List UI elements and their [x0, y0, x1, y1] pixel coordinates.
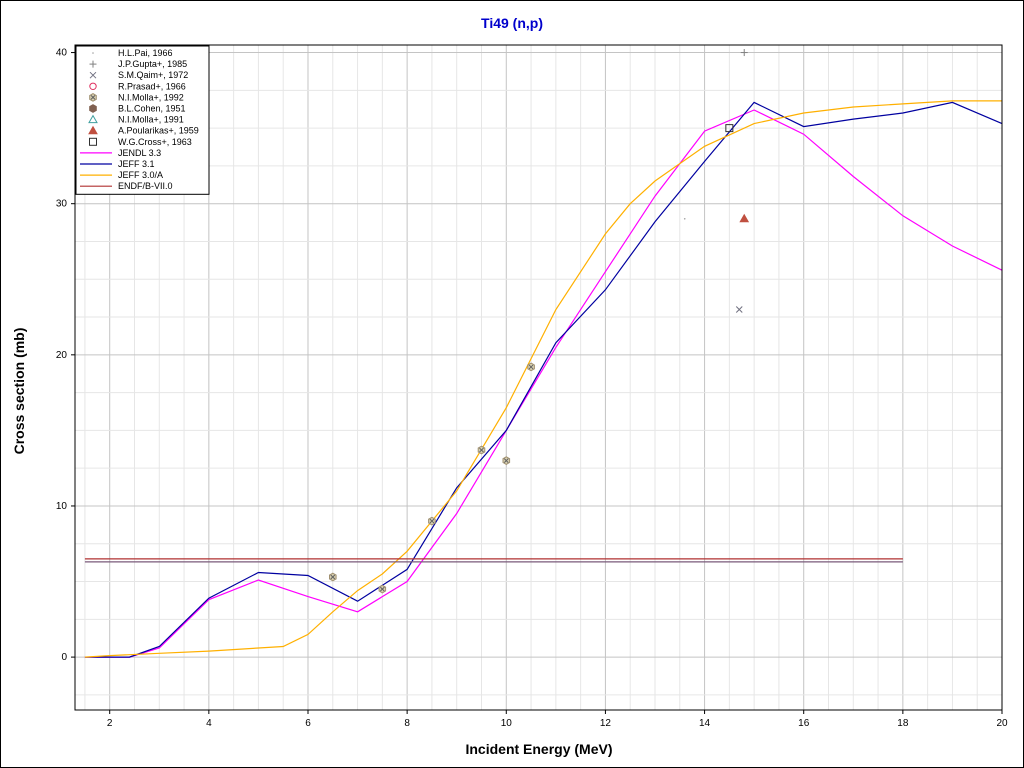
marker-hex-x-b	[379, 586, 385, 592]
marker-x-b	[89, 71, 97, 79]
x-tick-label: 10	[501, 718, 513, 729]
marker-triangle	[88, 125, 98, 135]
legend-marker	[88, 125, 98, 135]
series-lines	[84, 100, 1003, 658]
marker-triangle	[739, 213, 750, 223]
legend-label: R.Prasad+, 1966	[118, 81, 186, 91]
plot-border	[74, 44, 1003, 711]
y-tick-label: 30	[56, 199, 68, 210]
legend-label: JEFF 3.1	[118, 159, 155, 169]
data-point	[502, 456, 511, 465]
marker-circle	[89, 82, 97, 91]
legend-label: W.G.Cross+, 1963	[118, 137, 192, 147]
marker-hex-x-b	[503, 458, 509, 463]
legend-label: J.P.Gupta+, 1985	[118, 59, 187, 69]
x-tick-label: 6	[305, 718, 311, 729]
y-tick-label: 40	[56, 48, 68, 59]
legend-marker	[88, 114, 98, 124]
legend-label: H.L.Pai, 1966	[118, 48, 173, 58]
legend-label: ENDF/B-VII.0	[118, 181, 173, 191]
marker-triangle	[88, 114, 98, 124]
marker-x-b	[735, 306, 743, 313]
marker-dot	[683, 218, 686, 220]
legend-label: N.I.Molla+, 1991	[118, 115, 184, 125]
x-tick-label: 12	[600, 718, 612, 729]
series-line-jendl-3-3	[84, 109, 1003, 658]
marker-hex-x-b	[479, 447, 484, 453]
legend-marker	[89, 104, 97, 113]
x-tick-label: 20	[996, 718, 1008, 729]
legend-marker	[89, 71, 97, 79]
marker-hex-x-b	[90, 95, 96, 100]
series-line-jeff-3-0-a	[84, 100, 1002, 658]
x-tick-label: 14	[699, 718, 711, 729]
legend-marker	[89, 137, 97, 146]
legend-label: B.L.Cohen, 1951	[118, 104, 186, 114]
data-point	[740, 49, 748, 57]
x-tick-label: 8	[404, 718, 410, 729]
x-tick-label: 2	[107, 718, 113, 729]
legend-label: S.M.Qaim+, 1972	[118, 70, 188, 80]
legend-label: JENDL 3.3	[118, 148, 161, 158]
data-point	[725, 124, 734, 133]
data-point	[527, 362, 535, 372]
legend-marker	[92, 52, 94, 54]
y-tick-label: 0	[61, 652, 67, 663]
data-point	[428, 516, 436, 526]
y-tick-label: 20	[56, 350, 68, 361]
x-tick-label: 16	[798, 718, 810, 729]
marker-dot	[92, 52, 94, 54]
marker-square	[725, 124, 734, 133]
y-tick-label: 10	[56, 501, 68, 512]
legend-marker	[89, 93, 97, 102]
legend-label: N.I.Molla+, 1992	[118, 92, 184, 102]
legend-label: A.Poularikas+, 1959	[118, 126, 199, 136]
chart-title: Ti49 (n,p)	[481, 15, 543, 31]
marker-hex-x-b	[528, 364, 534, 370]
marker-square	[89, 137, 97, 146]
legend-label: JEFF 3.0/A	[118, 170, 163, 180]
legend-box	[75, 45, 210, 195]
marker-hex-x-b	[330, 574, 336, 580]
experimental-points	[329, 49, 750, 594]
data-point	[329, 572, 337, 582]
x-axis-label: Incident Energy (MeV)	[465, 741, 613, 757]
legend-marker	[89, 60, 97, 68]
data-point	[378, 584, 387, 594]
x-tick-label: 4	[206, 718, 212, 729]
marker-hex	[89, 104, 97, 113]
data-point	[477, 445, 486, 455]
marker-hex-x-b	[429, 518, 435, 524]
axis-ticks: 2 4 6 8 10 12 14 16 18 20 0 10 20 30 40	[56, 48, 1008, 729]
data-point	[739, 213, 750, 223]
legend-marker	[89, 82, 97, 91]
x-tick-label: 18	[897, 718, 909, 729]
data-point	[683, 218, 686, 220]
series-line-jeff-3-1	[84, 101, 1003, 658]
data-point	[735, 306, 743, 313]
